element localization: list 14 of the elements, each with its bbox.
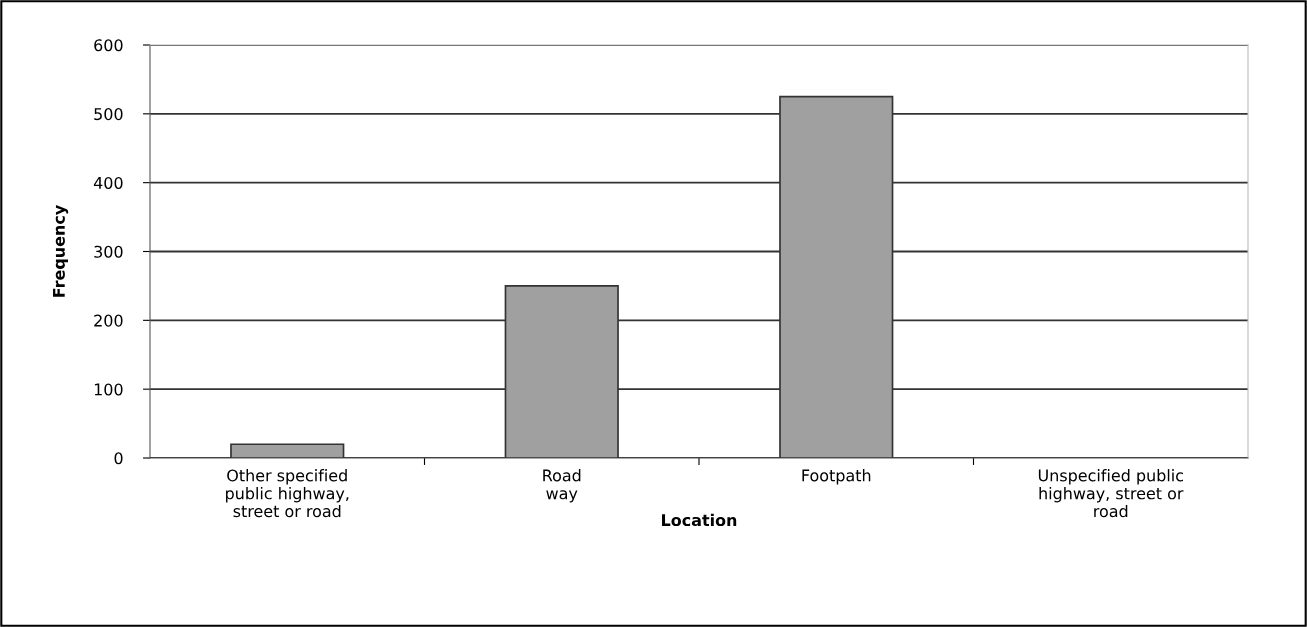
y-tick-label: 200	[94, 314, 123, 327]
y-tick-label: 300	[94, 245, 123, 258]
y-tick-label: 500	[94, 108, 123, 121]
x-axis-title: Location	[662, 513, 737, 527]
y-tick-label: 0	[114, 452, 123, 465]
y-tick-label: 400	[93, 176, 123, 189]
y-tick-label: 600	[94, 39, 123, 52]
x-tick-label: Road way	[543, 469, 581, 503]
x-tick-label: Unspecified public highway, street or road	[1038, 469, 1184, 518]
y-axis-title: Frequency	[53, 205, 69, 297]
x-tick-label: Footpath	[802, 469, 871, 485]
y-tick-label: 100	[94, 383, 123, 396]
x-tick-label: Other specified public highway, street or road	[226, 469, 349, 518]
bar	[230, 443, 345, 458]
